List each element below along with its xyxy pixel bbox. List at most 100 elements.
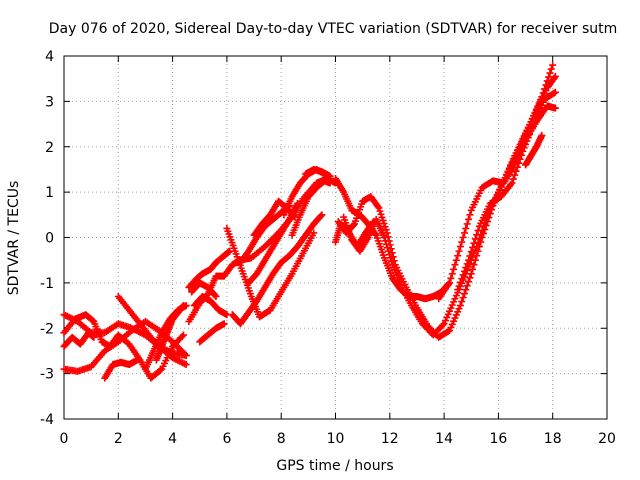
series-arc-12 (190, 292, 231, 319)
data-point (452, 256, 460, 264)
y-tick-label: 4 (45, 49, 54, 65)
data-point (509, 175, 517, 183)
series-arc-25 (332, 218, 378, 251)
data-points (60, 61, 559, 382)
data-point (454, 252, 462, 260)
series-arc-20 (288, 177, 334, 239)
data-point (463, 282, 471, 290)
x-axis-label: GPS time / hours (276, 458, 393, 474)
x-tick-label: 18 (544, 431, 562, 447)
data-point (469, 265, 477, 273)
data-point (465, 256, 473, 264)
data-point (384, 247, 392, 255)
axis-ticks (63, 55, 608, 420)
chart-title: Day 076 of 2020, Sidereal Day-to-day VTE… (49, 21, 618, 37)
y-tick-label: 2 (45, 140, 54, 156)
data-point (455, 247, 463, 255)
data-point (386, 254, 394, 262)
data-point (522, 140, 530, 148)
x-tick-label: 10 (327, 431, 345, 447)
data-point (541, 85, 549, 93)
data-point (546, 69, 554, 77)
series-arc-27 (454, 88, 559, 294)
data-point (542, 81, 550, 89)
data-point (456, 302, 464, 310)
data-point (513, 163, 521, 171)
series-arc-3 (60, 311, 187, 382)
data-point (519, 147, 527, 155)
x-tick-label: 2 (114, 431, 123, 447)
data-point (539, 89, 547, 97)
data-point (317, 212, 325, 220)
data-point (470, 261, 478, 269)
data-point (550, 74, 558, 82)
data-point (178, 332, 186, 340)
series-arc-4 (60, 329, 98, 350)
data-point (469, 243, 477, 251)
data-point (508, 179, 516, 187)
data-point (528, 123, 536, 131)
series-arc-11 (188, 279, 220, 300)
x-tick-label: 20 (598, 431, 616, 447)
series-arc-10 (185, 247, 234, 291)
data-point (439, 321, 447, 329)
data-point (380, 234, 388, 241)
series-arc-23 (334, 72, 559, 341)
x-tick-label: 0 (60, 431, 69, 447)
data-point (466, 211, 474, 219)
x-tick-label: 14 (435, 431, 453, 447)
series-arc-13 (196, 320, 228, 346)
data-point (460, 290, 468, 298)
y-tick-label: 1 (45, 185, 54, 201)
data-point (543, 77, 551, 85)
data-point (326, 179, 334, 187)
data-point (444, 327, 452, 335)
data-point (549, 61, 557, 69)
data-point (179, 331, 187, 339)
data-point (182, 361, 190, 369)
data-point (460, 229, 468, 237)
data-point (458, 238, 466, 246)
y-tick-label: -4 (40, 412, 54, 428)
x-tick-label: 8 (277, 431, 286, 447)
data-point (473, 231, 481, 239)
data-point (368, 219, 376, 227)
data-point (463, 260, 471, 268)
data-point (459, 234, 467, 241)
data-point (318, 211, 326, 219)
x-tick-labels: 0 2 4 6 8 10 12 14 16 18 20 (60, 431, 616, 447)
data-point (374, 203, 382, 211)
data-point (133, 356, 141, 364)
data-point (90, 333, 98, 341)
data-point (545, 73, 553, 81)
data-point (458, 275, 466, 283)
series-arc-28 (522, 131, 546, 169)
data-point (524, 134, 532, 142)
data-point (382, 240, 390, 248)
data-point (520, 144, 528, 152)
data-point (551, 72, 559, 80)
data-point (454, 286, 462, 294)
data-point (471, 235, 479, 243)
data-point (526, 130, 534, 138)
data-point (470, 239, 478, 247)
data-point (527, 127, 535, 135)
data-point (463, 220, 471, 228)
data-point (447, 274, 455, 282)
data-point (538, 131, 546, 139)
series-arc-21 (302, 165, 334, 180)
data-point (462, 264, 470, 272)
data-point (450, 265, 458, 273)
data-point (456, 278, 464, 286)
data-point (550, 89, 558, 97)
data-point (383, 244, 391, 252)
data-point (466, 274, 474, 282)
data-point (451, 261, 459, 269)
data-point (310, 229, 318, 237)
data-point (515, 159, 523, 167)
data-point (462, 286, 470, 294)
data-point (551, 104, 559, 112)
data-point (462, 224, 470, 232)
data-point (387, 257, 395, 265)
data-point (512, 167, 520, 175)
